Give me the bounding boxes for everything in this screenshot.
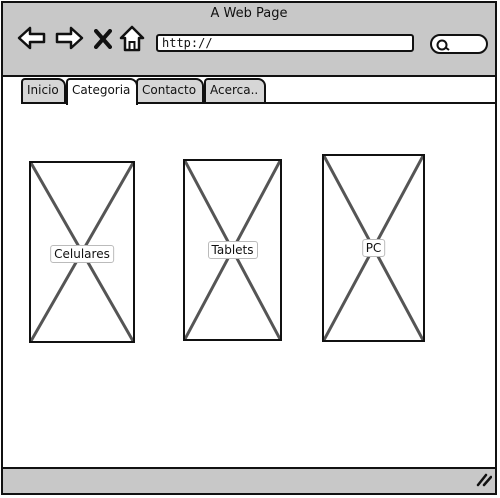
window-title: A Web Page	[210, 6, 288, 21]
forward-arrow-icon[interactable]	[54, 25, 84, 55]
status-bar	[3, 467, 495, 493]
category-tablets-image[interactable]: Tablets	[183, 159, 282, 341]
tab-strip-border	[21, 102, 495, 104]
category-label: Celulares	[50, 245, 114, 263]
home-icon[interactable]	[119, 25, 145, 57]
resize-grip-icon[interactable]	[474, 471, 493, 491]
tab-label: Inicio	[27, 83, 59, 97]
tab-categoria[interactable]: Categoria	[66, 78, 138, 105]
category-label: PC	[361, 239, 386, 257]
category-celulares-image[interactable]: Celulares	[29, 161, 135, 343]
tab-label: Categoria	[72, 83, 131, 97]
category-pc-image[interactable]: PC	[322, 154, 425, 342]
tab-contacto[interactable]: Contacto	[136, 78, 204, 103]
browser-chrome: A Web Page http://	[3, 3, 495, 77]
search-box[interactable]	[430, 34, 488, 54]
search-icon	[436, 39, 450, 51]
tab-inicio[interactable]: Inicio	[21, 78, 66, 103]
tab-acerca[interactable]: Acerca..	[204, 78, 266, 103]
category-label: Tablets	[207, 241, 258, 259]
tab-label: Acerca..	[210, 83, 259, 97]
address-bar[interactable]: http://	[156, 34, 414, 52]
close-x-icon[interactable]	[94, 29, 112, 53]
back-arrow-icon[interactable]	[17, 25, 47, 55]
tab-label: Contacto	[142, 83, 197, 97]
